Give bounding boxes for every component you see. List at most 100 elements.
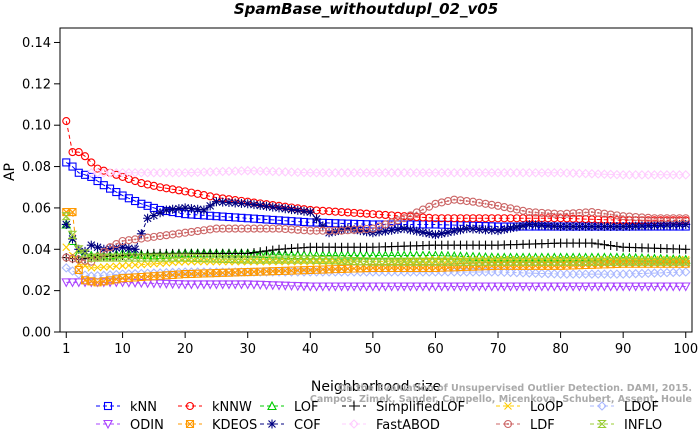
data-point xyxy=(681,245,690,254)
legend-label: LDOF xyxy=(624,400,659,415)
y-tick-label: 0.14 xyxy=(22,36,51,51)
chart-svg: SpamBase_withoutdupl_02_v05 1 10 20 30 40 50 6… xyxy=(0,0,698,434)
y-axis-label: AP xyxy=(2,163,18,181)
data-point xyxy=(287,205,296,214)
chart-title: SpamBase_withoutdupl_02_v05 xyxy=(234,0,498,18)
series-odin xyxy=(62,279,689,291)
x-tick-label: 20 xyxy=(177,342,194,357)
data-point xyxy=(456,225,465,234)
data-point xyxy=(275,203,284,212)
x-tick-label: 70 xyxy=(490,342,507,357)
legend-label: kNN xyxy=(130,400,157,415)
data-point xyxy=(594,239,603,248)
data-point xyxy=(249,200,258,209)
data-point xyxy=(419,257,426,264)
data-point xyxy=(124,244,133,253)
data-point xyxy=(412,227,421,236)
y-tick-label: 0.00 xyxy=(22,326,51,341)
data-point xyxy=(519,221,528,230)
legend-label: LDF xyxy=(530,418,555,433)
credit-line-2: On the Evaluation of Unsupervised Outlie… xyxy=(338,383,692,394)
x-axis: 1 10 20 30 40 50 60 70 80 90 100 xyxy=(62,332,698,357)
y-tick-label: 0.12 xyxy=(22,77,51,92)
x-tick-label: 1 xyxy=(62,342,70,357)
x-tick-label: 10 xyxy=(114,342,131,357)
data-point xyxy=(63,118,70,125)
legend-label: SimplifiedLOF xyxy=(376,400,465,415)
data-point xyxy=(243,199,252,208)
legend-marker xyxy=(268,420,277,429)
data-point xyxy=(494,226,503,235)
legend-item-lof: LOF xyxy=(260,400,319,415)
legend-item-kdeos: KDEOS xyxy=(178,418,257,433)
data-point xyxy=(268,246,277,255)
legend-label: COF xyxy=(294,418,321,433)
legend-item-ldf: LDF xyxy=(496,418,555,433)
data-point xyxy=(418,228,427,237)
data-point xyxy=(319,257,326,264)
data-point xyxy=(262,246,271,255)
chart-figure: SpamBase_withoutdupl_02_v05 1 10 20 30 40 50 6… xyxy=(0,0,698,434)
data-point xyxy=(387,226,396,235)
data-point xyxy=(587,239,596,248)
data-point xyxy=(300,207,309,216)
legend-item-odin: ODIN xyxy=(96,418,164,433)
legend-label: FastABOD xyxy=(376,418,440,433)
data-point xyxy=(88,159,95,166)
data-point xyxy=(281,204,290,213)
legend-item-fastabod: FastABOD xyxy=(342,418,440,433)
y-axis: 0.00 0.02 0.04 0.06 0.08 0.10 0.12 0.14 xyxy=(22,36,60,341)
data-point xyxy=(63,244,70,251)
x-tick-label: 40 xyxy=(302,342,319,357)
legend-label: kNNW xyxy=(212,400,252,415)
legend-label: KDEOS xyxy=(212,418,257,433)
data-point xyxy=(68,234,77,243)
data-point xyxy=(443,228,452,237)
data-point xyxy=(606,241,615,250)
x-tick-label: 50 xyxy=(365,342,382,357)
data-point xyxy=(256,201,265,210)
y-tick-label: 0.06 xyxy=(22,201,51,216)
data-point xyxy=(268,203,277,212)
data-point xyxy=(293,206,302,215)
data-point xyxy=(506,224,515,233)
data-point xyxy=(199,205,208,214)
y-tick-label: 0.08 xyxy=(22,160,51,175)
legend-label: ODIN xyxy=(130,418,164,433)
data-point xyxy=(87,241,96,250)
x-tick-label: 100 xyxy=(673,342,698,357)
legend-item-knn: kNN xyxy=(96,400,157,415)
data-point xyxy=(512,222,521,231)
data-point xyxy=(262,202,271,211)
data-point xyxy=(437,229,446,238)
data-point xyxy=(406,225,415,234)
x-tick-label: 60 xyxy=(427,342,444,357)
data-point xyxy=(131,245,140,254)
data-point xyxy=(500,225,509,234)
data-point xyxy=(450,227,459,236)
series-layer xyxy=(62,118,690,291)
x-tick-label: 80 xyxy=(552,342,569,357)
data-point xyxy=(206,201,215,210)
y-tick-label: 0.04 xyxy=(22,243,51,258)
data-point xyxy=(431,230,440,239)
x-tick-label: 90 xyxy=(615,342,632,357)
data-point xyxy=(119,262,126,269)
legend-item-inflo: INFLO xyxy=(590,418,662,433)
series-fastabod xyxy=(87,167,689,179)
data-point xyxy=(63,213,70,220)
x-tick-label: 30 xyxy=(239,342,256,357)
legend-label: INFLO xyxy=(624,418,662,433)
y-tick-label: 0.02 xyxy=(22,284,51,299)
legend-label: LOF xyxy=(294,400,319,415)
legend-label: LoOP xyxy=(530,400,563,415)
y-tick-label: 0.10 xyxy=(22,119,51,134)
data-point xyxy=(425,229,434,238)
data-point xyxy=(612,242,621,251)
legend-item-knnw: kNNW xyxy=(178,400,252,415)
data-point xyxy=(393,225,402,234)
data-point xyxy=(600,240,609,249)
data-point xyxy=(400,224,409,233)
legend-item-cof: COF xyxy=(260,418,321,433)
data-point xyxy=(75,266,82,273)
